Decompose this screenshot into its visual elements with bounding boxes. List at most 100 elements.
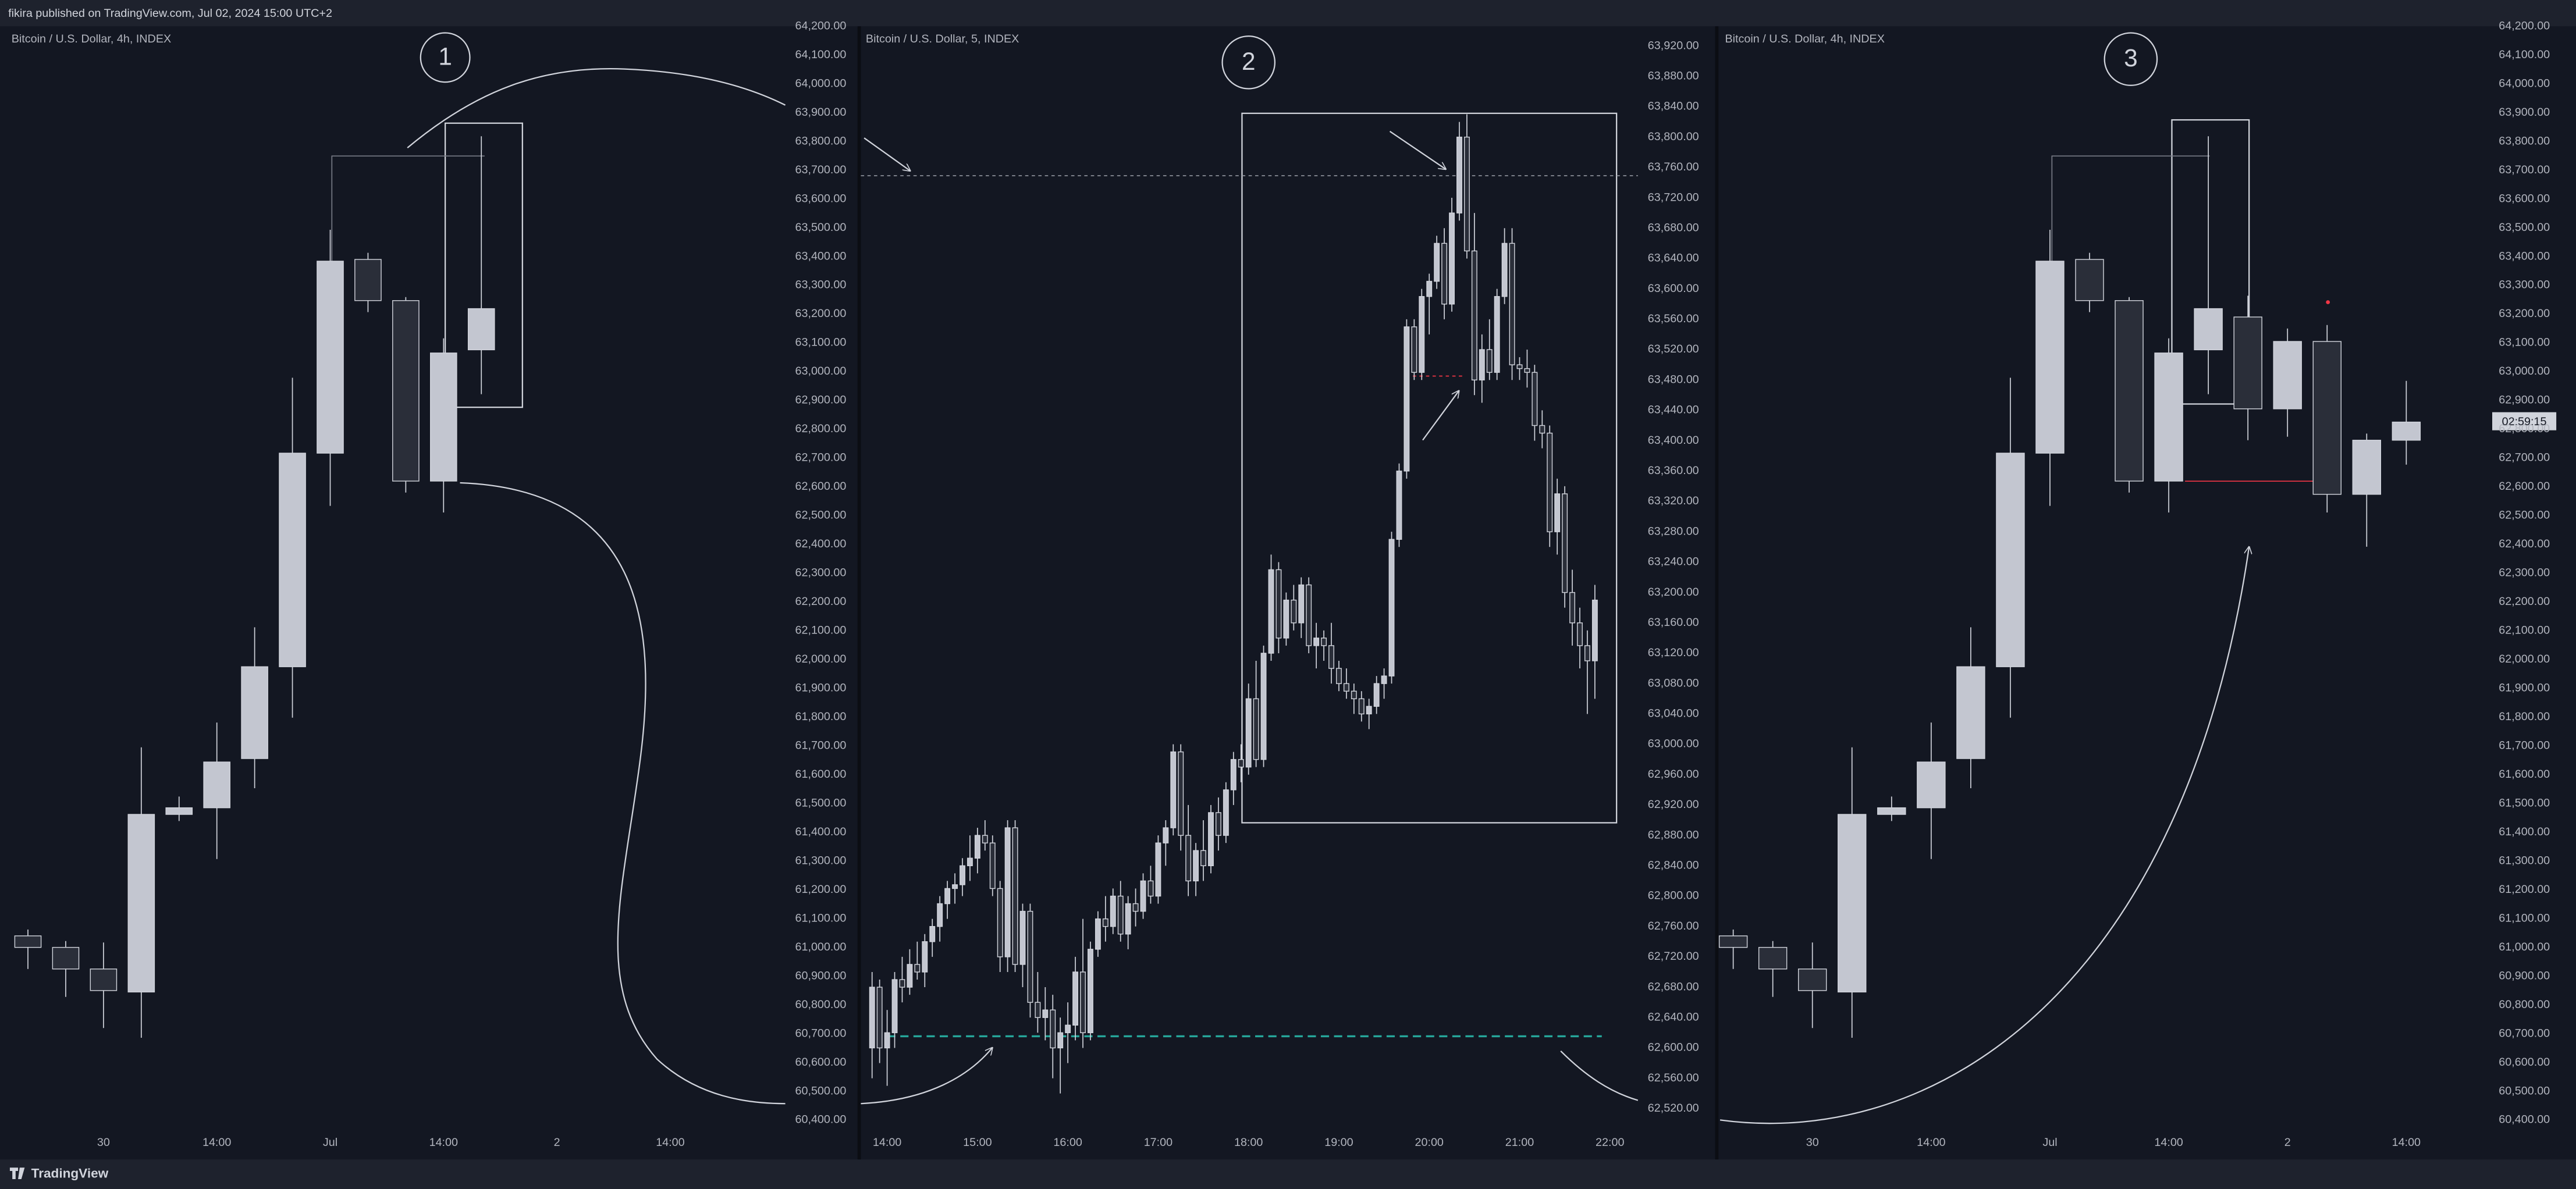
candle-body-up <box>1042 1009 1049 1018</box>
arrow <box>1422 391 1459 441</box>
candle-body-up <box>944 888 951 905</box>
separator <box>857 26 861 1160</box>
y-tick-label: 63,320.00 <box>1648 494 1699 507</box>
candle-body-down <box>392 300 420 482</box>
y-tick-label: 61,800.00 <box>2499 710 2550 723</box>
candle-body-up <box>2035 261 2065 454</box>
y-tick-label: 61,300.00 <box>795 854 846 867</box>
candle-body-down <box>1012 827 1018 965</box>
y-tick-label: 60,600.00 <box>795 1056 846 1069</box>
y-tick-label: 64,100.00 <box>2499 48 2550 61</box>
y-tick-label: 63,720.00 <box>1648 191 1699 204</box>
curve <box>460 482 786 1105</box>
y-tick-label: 63,600.00 <box>1648 282 1699 295</box>
panel-title: Bitcoin / U.S. Dollar, 5, INDEX <box>866 33 1019 45</box>
candle-body-down <box>1275 569 1282 639</box>
arrow <box>1389 130 1446 169</box>
candle-body-down <box>1328 645 1334 669</box>
candle-body-down <box>1509 243 1515 365</box>
x-tick-label: 21:00 <box>1505 1136 1534 1149</box>
y-tick-label: 63,040.00 <box>1648 707 1699 720</box>
curve <box>407 67 786 148</box>
candle-body-down <box>2233 316 2262 410</box>
candle-body-up <box>1996 453 2025 667</box>
y-tick-label: 63,280.00 <box>1648 525 1699 537</box>
y-tick-label: 61,200.00 <box>795 883 846 896</box>
candle-body-down <box>1358 698 1365 715</box>
y-tick-label: 62,700.00 <box>2499 451 2550 464</box>
candle-body-down <box>1027 910 1033 1003</box>
x-tick-label: Jul <box>323 1136 337 1149</box>
candle-body-up <box>1956 666 1985 759</box>
candle-body-down <box>1035 1002 1041 1018</box>
candle-body-up <box>1501 243 1508 297</box>
y-tick-label: 63,000.00 <box>2499 365 2550 378</box>
candle-body-down <box>14 935 42 948</box>
x-tick-label: 15:00 <box>963 1136 992 1149</box>
y-tick-label: 61,700.00 <box>795 739 846 752</box>
y-tick-label: 62,560.00 <box>1648 1071 1699 1084</box>
candle-body-up <box>467 308 495 351</box>
footer-bar <box>0 1159 2576 1189</box>
y-tick-label: 63,900.00 <box>2499 106 2550 119</box>
x-tick-label: 30 <box>1806 1136 1819 1149</box>
candle-body-down <box>354 259 382 301</box>
y-tick-label: 62,640.00 <box>1648 1010 1699 1023</box>
y-tick-label: 61,700.00 <box>2499 739 2550 752</box>
candle-body-up <box>1125 903 1131 935</box>
drawings-2: 2 <box>861 35 1639 1105</box>
x-tick-label: 14:00 <box>1917 1136 1945 1149</box>
y-tick-label: 62,760.00 <box>1648 920 1699 932</box>
x-tick-label: Jul <box>2042 1136 2057 1149</box>
y-tick-label: 62,800.00 <box>795 422 846 435</box>
candle-body-up <box>1245 698 1252 768</box>
y-tick-label: 63,300.00 <box>2499 279 2550 291</box>
candle-body-up <box>2273 341 2302 410</box>
candle-body-up <box>1838 814 1867 993</box>
y-tick-label: 63,700.00 <box>2499 163 2550 176</box>
y-tick-label: 62,720.00 <box>1648 950 1699 963</box>
candle-body-down <box>1471 250 1477 380</box>
candle-body-up <box>1298 584 1305 624</box>
candle-body-up <box>1456 136 1462 213</box>
y-tick-label: 63,680.00 <box>1648 221 1699 234</box>
candle-body-up <box>891 979 898 1034</box>
x-tick-label: 14:00 <box>2154 1136 2183 1149</box>
y-tick-label: 63,360.00 <box>1648 464 1699 477</box>
candle-body-down <box>982 835 988 843</box>
y-tick-label: 62,500.00 <box>2499 509 2550 522</box>
candle-body-down <box>90 969 118 991</box>
candle-body-down <box>2312 341 2342 495</box>
x-tick-label: 16:00 <box>1053 1136 1082 1149</box>
bracket <box>331 155 485 263</box>
candle-body-up <box>430 353 457 482</box>
y-tick-label: 62,400.00 <box>795 537 846 550</box>
y-tick-label: 63,800.00 <box>1648 130 1699 143</box>
candle-body-up <box>1494 296 1500 373</box>
y-tick-label: 64,000.00 <box>2499 77 2550 90</box>
logo <box>9 1167 25 1180</box>
candle-body-up <box>2352 440 2382 495</box>
candle-body-up <box>1917 761 1946 809</box>
curve <box>1560 1051 1639 1101</box>
y-tick-label: 62,800.00 <box>1648 889 1699 902</box>
candle-body-up <box>1140 880 1146 912</box>
box <box>444 122 523 408</box>
candle-body-up <box>1366 706 1372 715</box>
y-tick-label: 63,120.00 <box>1648 646 1699 659</box>
candle-body-up <box>1193 850 1199 882</box>
curve <box>861 1048 992 1105</box>
y-tick-label: 64,200.00 <box>795 19 846 32</box>
candle-body-up <box>1283 599 1289 639</box>
candle-body-up <box>1373 683 1380 707</box>
y-tick-label: 60,600.00 <box>2499 1056 2550 1069</box>
candle-body-down <box>1102 918 1108 927</box>
candle-body-up <box>1110 895 1116 927</box>
candle-body-down <box>1306 584 1312 646</box>
y-tick-label: 63,400.00 <box>2499 250 2550 262</box>
y-tick-label: 63,880.00 <box>1648 70 1699 83</box>
candle-body-up <box>922 941 928 973</box>
candle-body-up <box>1163 827 1169 843</box>
